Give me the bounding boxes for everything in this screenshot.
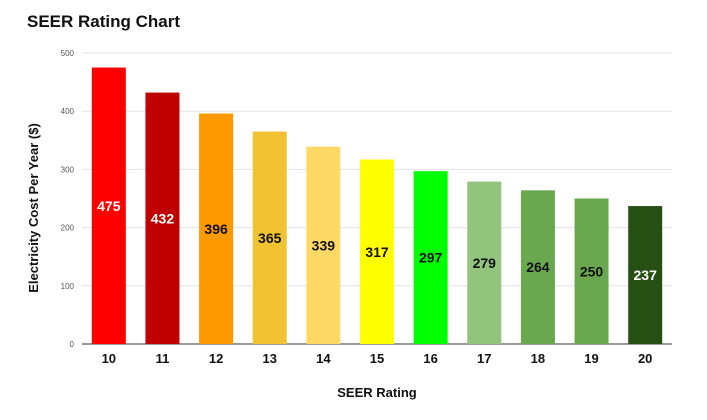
y-axis-title: Electricity Cost Per Year ($) [26,123,41,293]
chart-title: SEER Rating Chart [27,12,181,31]
x-tick-label: 13 [262,351,276,366]
x-tick-label: 20 [638,351,652,366]
x-axis-title: SEER Rating [337,385,417,400]
x-tick-label: 12 [209,351,223,366]
bar [199,113,234,344]
x-tick-label: 10 [102,351,116,366]
y-tick-label: 0 [70,340,75,349]
y-axis-ticks: 0 100 200 300 400 500 [61,49,75,349]
data-label: 365 [258,230,282,246]
bar [306,146,341,344]
x-tick-label: 18 [531,351,545,366]
data-label: 339 [312,237,336,253]
data-label: 317 [365,244,389,260]
bar [252,131,287,344]
y-tick-label: 400 [61,107,75,116]
data-label: 237 [634,267,658,283]
bar [520,190,555,344]
bars [91,67,663,345]
x-tick-label: 15 [370,351,384,366]
y-tick-label: 500 [61,49,75,58]
bar [628,206,663,344]
x-tick-label: 16 [423,351,437,366]
data-label: 432 [151,210,175,226]
data-label: 264 [526,259,550,275]
data-label: 250 [580,263,604,279]
x-tick-label: 17 [477,351,491,366]
bar [91,67,126,345]
x-tick-label: 19 [584,351,598,366]
bar [360,159,394,344]
bar [467,181,502,344]
bar [145,92,180,345]
bar [574,198,609,344]
x-tick-label: 14 [316,351,331,366]
y-tick-label: 200 [61,224,75,233]
y-tick-label: 300 [61,165,75,174]
data-label: 475 [97,198,121,214]
x-axis-ticks: 10 11 12 13 14 15 16 17 18 19 20 [102,351,653,366]
bar [413,171,448,344]
y-tick-label: 100 [61,282,75,291]
data-labels: 475 432 396 365 339 317 297 279 264 250 237 [97,198,657,283]
data-label: 297 [419,250,443,266]
data-label: 396 [204,221,228,237]
x-tick-label: 11 [156,351,170,366]
data-label: 279 [473,255,497,271]
